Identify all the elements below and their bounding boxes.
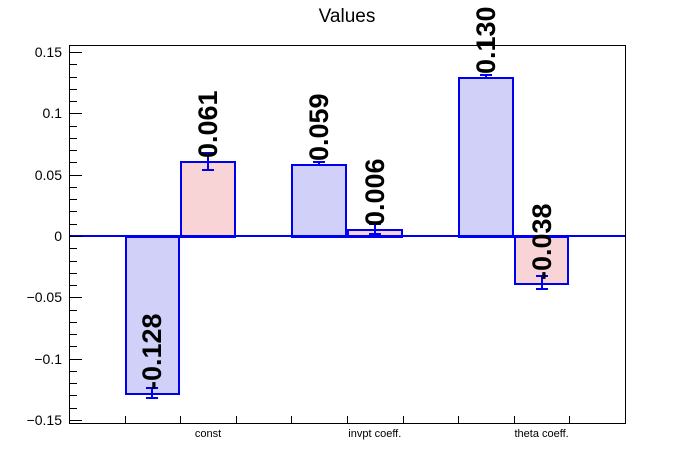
y-axis-minor-tick [70,321,77,323]
y-axis-minor-tick [70,334,77,336]
x-axis-tick [513,416,515,423]
y-axis-minor-tick [70,101,77,103]
y-axis-tick-label: 0 [54,228,62,244]
error-bar-cap [313,163,326,166]
y-axis-minor-tick [70,272,77,274]
error-bar [318,162,321,165]
y-axis-minor-tick [70,309,77,311]
x-axis-category-label: invpt coeff. [348,428,402,440]
bar-value-label: -0.038 [526,203,557,280]
y-axis-tick-label: −0.15 [26,412,62,428]
error-bar-cap [202,168,214,171]
y-axis-minor-tick [70,137,77,139]
error-bar [540,276,543,289]
error-bar-cap [480,74,492,77]
y-axis-major-tick [70,236,82,237]
error-bar-cap [535,287,548,290]
error-bar-cap [146,387,159,390]
y-axis-tick-label: 0.15 [34,43,62,60]
y-axis-major-tick [70,420,82,421]
bar [180,161,236,238]
error-bar-cap [535,275,548,278]
x-axis-tick [180,416,182,423]
bar-value-label: -0.128 [137,313,168,390]
bar-value-label: 0.006 [359,158,390,226]
error-bar-cap [313,161,326,164]
x-axis-tick [402,416,404,423]
bar [124,236,181,395]
bar [458,76,514,238]
y-axis-major-tick [70,51,82,53]
bar-value-label: 0.059 [304,93,335,161]
y-axis-minor-tick [70,370,77,372]
error-bar-cap [480,76,492,79]
zero-line [69,235,625,237]
error-bar-cap [146,396,159,399]
error-bar-cap [368,222,381,225]
y-axis-tick-label: −0.1 [34,350,62,367]
y-axis-major-tick [70,358,82,360]
x-axis-tick [569,416,571,423]
y-axis-minor-tick [70,76,77,78]
y-axis-tick-label: −0.05 [26,289,62,306]
y-axis-minor-tick [70,88,77,90]
x-axis-tick [291,416,293,423]
y-axis-tick-label: 0.05 [34,166,62,183]
y-axis-minor-tick [70,383,77,385]
error-bar [151,388,154,398]
y-axis-minor-tick [70,199,77,201]
y-axis-minor-tick [70,186,77,188]
x-axis-tick [458,416,460,423]
y-axis-minor-tick [70,211,77,213]
x-axis-tick [124,416,126,423]
y-axis-minor-tick [70,285,77,287]
error-bar [373,223,376,234]
y-axis-minor-tick [70,346,77,348]
y-axis-minor-tick [70,150,77,152]
y-axis-tick-label: 0.1 [42,105,62,122]
y-axis-minor-tick [70,125,77,127]
y-axis-minor-tick [70,162,77,164]
chart-title: Values [318,6,376,27]
y-axis-minor-tick [70,64,77,66]
y-axis-major-tick [70,113,82,115]
y-axis-major-tick [70,297,82,299]
bar-value-label: 0.130 [471,5,501,74]
y-axis-minor-tick [70,260,77,262]
x-axis-category-label: theta coeff. [514,428,569,440]
error-bar [485,75,487,78]
y-axis-minor-tick [70,223,77,225]
y-axis-minor-tick [70,395,77,397]
x-axis-tick [347,416,348,423]
error-bar [207,152,209,170]
error-bar-cap [368,232,381,235]
bar-value-label: 0.061 [193,90,223,159]
y-axis-minor-tick [70,407,77,409]
error-bar-cap [202,151,214,154]
x-axis-category-label: const [194,428,222,440]
x-axis-tick [235,416,237,423]
y-axis-major-tick [70,174,82,176]
y-axis-minor-tick [70,248,77,250]
plot-frame [69,45,626,424]
